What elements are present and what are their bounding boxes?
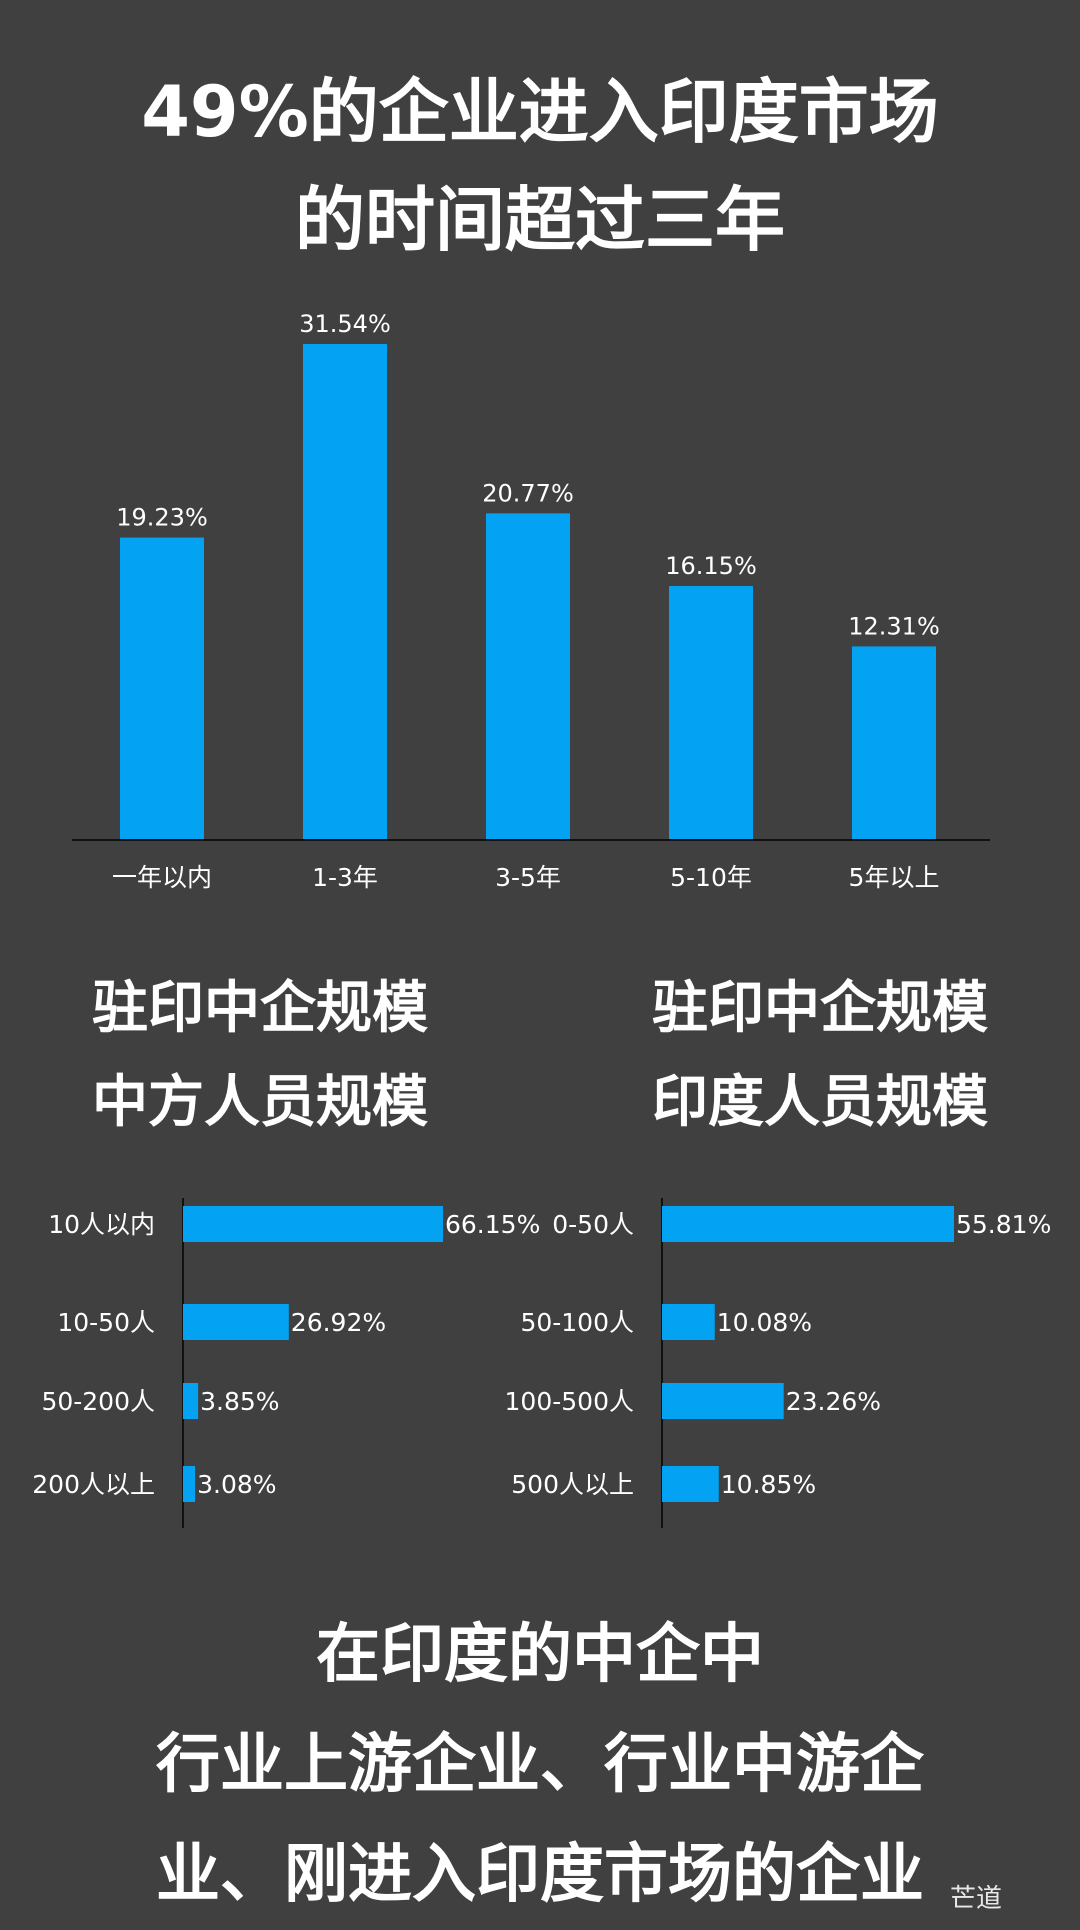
left-chart-title-line-1: 驻印中企规模	[92, 976, 428, 1041]
right-chart-title-line-1: 驻印中企规模	[652, 976, 988, 1041]
duration-category-label-0: 一年以内	[112, 863, 212, 892]
watermark: 芒道	[950, 1884, 1003, 1914]
in-staff-bar-value-3: 10.85%	[721, 1470, 816, 1499]
cn-staff-bar-value-3: 3.08%	[197, 1470, 276, 1499]
in-staff-bar-value-1: 10.08%	[717, 1308, 812, 1337]
cn-staff-bar-value-2: 3.85%	[200, 1387, 279, 1416]
cn-staff-bar-value-1: 26.92%	[291, 1308, 386, 1337]
duration-bar-2	[486, 513, 570, 840]
duration-bar-3	[669, 586, 753, 840]
right-chart-title-line-2: 印度人员规模	[652, 1070, 988, 1135]
duration-bar-4	[852, 646, 936, 840]
duration-bar-value-4: 12.31%	[848, 612, 940, 640]
cn-staff-category-label-2: 50-200人	[41, 1387, 155, 1416]
in-staff-bar-2	[662, 1383, 784, 1419]
duration-category-label-1: 1-3年	[312, 863, 378, 892]
cn-staff-bar-3	[183, 1466, 196, 1502]
main-title-line-1: 49%的企业进入印度市场	[141, 71, 939, 153]
in-staff-bar-3	[662, 1466, 719, 1502]
in-staff-bar-value-0: 55.81%	[956, 1210, 1051, 1239]
left-chart-title: 驻印中企规模 中方人员规模	[40, 962, 480, 1150]
bottom-title-line-1: 在印度的中企中	[316, 1618, 764, 1692]
duration-bar-value-1: 31.54%	[299, 310, 391, 338]
left-chart-title-line-2: 中方人员规模	[92, 1070, 428, 1135]
duration-category-label-2: 3-5年	[495, 863, 561, 892]
in-staff-category-label-2: 100-500人	[505, 1387, 634, 1416]
cn-staff-category-label-0: 10人以内	[48, 1210, 155, 1239]
bottom-title: 在印度的中企中 行业上游企业、行业中游企 业、刚进入印度市场的企业	[0, 1600, 1080, 1930]
cn-staff-bar-2	[183, 1383, 199, 1419]
right-chart-title: 驻印中企规模 印度人员规模	[600, 962, 1040, 1150]
in-staff-bar-0	[662, 1206, 954, 1242]
main-title-line-2: 的时间超过三年	[295, 179, 785, 261]
in-staff-category-label-1: 50-100人	[520, 1308, 634, 1337]
in-staff-bar-value-2: 23.26%	[786, 1387, 881, 1416]
cn-staff-bar-1	[183, 1304, 289, 1340]
duration-category-label-3: 5-10年	[670, 863, 752, 892]
cn-staff-category-label-1: 10-50人	[57, 1308, 155, 1337]
cn-staff-category-label-3: 200人以上	[32, 1470, 155, 1499]
bottom-title-line-2: 行业上游企业、行业中游企	[156, 1728, 924, 1802]
duration-category-label-4: 5年以上	[849, 863, 940, 892]
duration-bar-value-3: 16.15%	[665, 552, 757, 580]
duration-bar-value-0: 19.23%	[116, 504, 208, 532]
in-staff-category-label-3: 500人以上	[511, 1470, 634, 1499]
duration-bar-0	[120, 537, 204, 840]
in-staff-bar-1	[662, 1304, 715, 1340]
duration-bar-1	[303, 344, 387, 840]
bottom-title-line-3: 业、刚进入印度市场的企业	[156, 1838, 924, 1912]
main-title: 49%的企业进入印度市场 的时间超过三年	[0, 58, 1080, 274]
cn-staff-bar-value-0: 66.15%	[445, 1210, 540, 1239]
cn-staff-bar-0	[183, 1206, 443, 1242]
in-staff-category-label-0: 0-50人	[552, 1210, 634, 1239]
duration-bar-value-2: 20.77%	[482, 479, 574, 507]
